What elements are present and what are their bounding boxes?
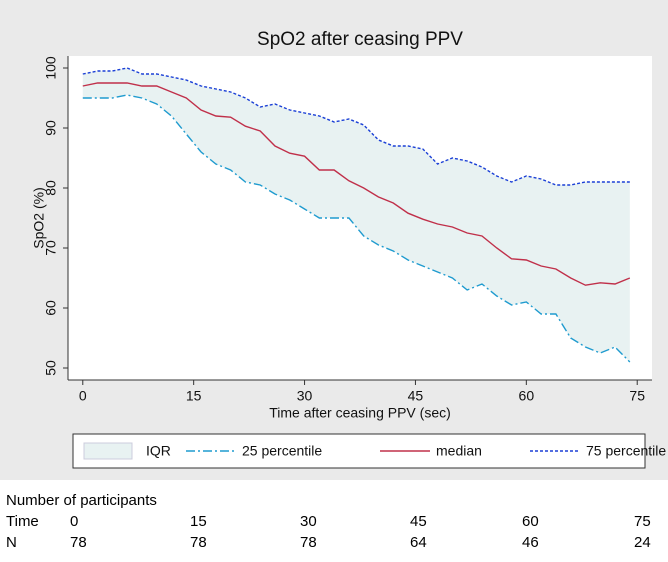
table-cell: 46 xyxy=(522,534,539,551)
x-tick-label: 30 xyxy=(297,388,313,404)
table-cell: 75 xyxy=(634,513,651,530)
x-tick-label: 0 xyxy=(79,388,87,404)
table-cell: 0 xyxy=(70,513,79,530)
series-line xyxy=(82,67,630,186)
legend-swatch xyxy=(83,442,133,460)
table-cell: 15 xyxy=(190,513,207,530)
table-cell: 78 xyxy=(190,534,207,551)
legend-label: 25 percentile xyxy=(242,443,322,459)
row-header: N xyxy=(6,534,17,551)
y-tick-label: 60 xyxy=(43,300,59,316)
table-cell: 64 xyxy=(410,534,427,551)
legend-label: 75 percentile xyxy=(586,443,666,459)
y-tick-label: 70 xyxy=(43,240,59,256)
table-cell: 78 xyxy=(70,534,87,551)
y-tick-label: 90 xyxy=(43,120,59,136)
row-header: Time xyxy=(6,513,39,530)
y-tick-label: 100 xyxy=(43,56,59,80)
table-cell: 30 xyxy=(300,513,317,530)
series-line xyxy=(82,82,631,286)
x-axis-label: Time after ceasing PPV (sec) xyxy=(269,405,451,421)
chart-title: SpO2 after ceasing PPV xyxy=(257,29,463,50)
chart: SpO2 after ceasing PPV Time after ceasin… xyxy=(0,0,668,480)
table-title: Number of participants xyxy=(6,492,157,509)
legend-label: IQR xyxy=(146,443,171,459)
y-tick-label: 80 xyxy=(43,180,59,196)
table-cell: 45 xyxy=(410,513,427,530)
table-cell: 24 xyxy=(634,534,651,551)
legend-label: median xyxy=(436,443,482,459)
x-tick-label: 60 xyxy=(519,388,535,404)
table-cell: 78 xyxy=(300,534,317,551)
legend xyxy=(72,433,646,469)
x-tick-label: 45 xyxy=(408,388,424,404)
table-cell: 60 xyxy=(522,513,539,530)
x-tick-label: 15 xyxy=(186,388,202,404)
y-axis-label: SpO2 (%) xyxy=(31,187,47,248)
iqr-band xyxy=(82,68,630,362)
table: Number of participants Time 0 15 30 45 60 75 N 7… xyxy=(0,484,668,562)
series-line xyxy=(82,94,631,363)
x-tick-label: 75 xyxy=(629,388,645,404)
y-tick-label: 50 xyxy=(43,360,59,376)
